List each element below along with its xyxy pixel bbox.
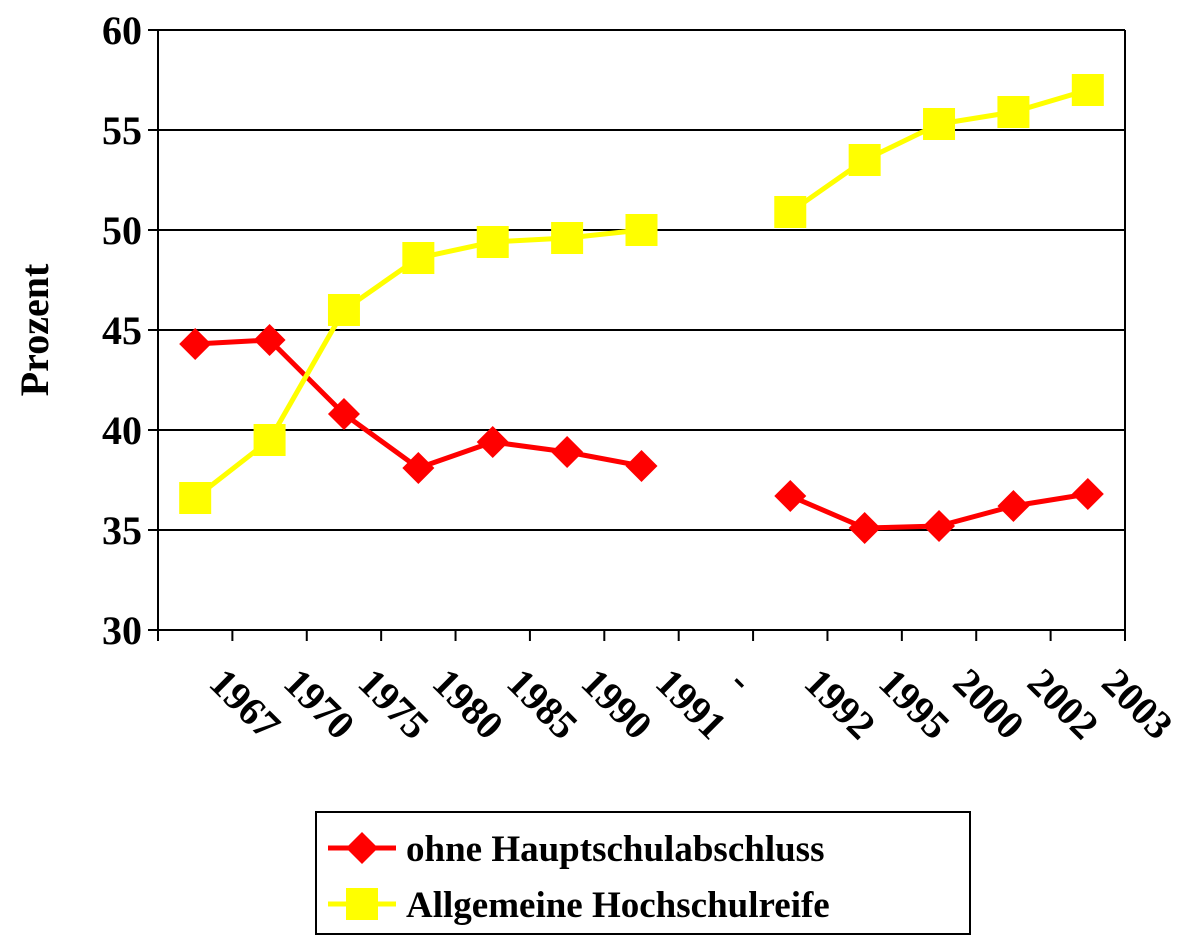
axes — [148, 29, 1126, 641]
x-tick-label: 1980 — [424, 660, 512, 748]
data-point-diamond — [923, 510, 956, 542]
data-point-diamond — [179, 328, 212, 360]
x-tick-label: 2000 — [945, 660, 1033, 748]
y-axis-title: Prozent — [12, 263, 57, 396]
data-point-square — [327, 294, 360, 326]
legend-label: ohne Hauptschulabschluss — [406, 829, 824, 870]
data-point-square — [179, 482, 212, 514]
series-lines — [179, 74, 1104, 544]
x-tick-label: 1967 — [201, 660, 289, 748]
series-group — [179, 324, 1104, 544]
legend-box — [315, 811, 971, 935]
y-tick-label: 55 — [102, 108, 142, 153]
x-tick-label: 1992 — [796, 660, 884, 748]
y-tick-label: 35 — [102, 508, 142, 553]
data-point-square — [997, 96, 1030, 128]
data-point-square — [476, 226, 509, 258]
y-tick-label: 45 — [102, 308, 142, 353]
data-point-square — [848, 144, 881, 176]
data-point-square — [1071, 74, 1104, 106]
x-tick-label: 2002 — [1019, 660, 1107, 748]
y-tick-label: 40 — [102, 408, 142, 453]
data-point-diamond — [551, 436, 584, 468]
legend-marker — [346, 888, 378, 920]
gridlines — [158, 29, 1125, 531]
x-tick-label: 1991 — [647, 660, 735, 748]
data-point-diamond — [253, 324, 286, 356]
data-point-square — [551, 222, 584, 254]
y-tick-label: 50 — [102, 208, 142, 253]
data-point-diamond — [997, 490, 1030, 522]
y-tick-label: 30 — [102, 608, 142, 653]
series-group — [179, 74, 1104, 514]
legend: ohne Hauptschulabschluss Allgemeine Hochs… — [315, 811, 971, 935]
data-point-diamond — [774, 480, 807, 512]
data-point-diamond — [327, 398, 360, 430]
data-point-square — [253, 424, 286, 456]
x-tick-label: 1985 — [498, 660, 586, 748]
legend-label: Allgemeine Hochschulreife — [406, 885, 830, 926]
data-point-square — [774, 196, 807, 228]
data-point-square — [625, 214, 658, 246]
x-tick-label: 1990 — [573, 660, 661, 748]
x-tick-label: - — [722, 660, 763, 701]
legend-marker — [346, 832, 378, 864]
x-tick-label: 1975 — [350, 660, 438, 748]
data-point-diamond — [1071, 478, 1104, 510]
data-point-square — [923, 108, 956, 140]
x-tick-label: 2003 — [1093, 660, 1181, 748]
x-tick-label: 1970 — [275, 660, 363, 748]
y-tick-label: 60 — [102, 8, 142, 53]
data-point-diamond — [476, 426, 509, 458]
data-point-diamond — [848, 512, 881, 544]
x-tick-label: 1995 — [870, 660, 958, 748]
data-point-diamond — [402, 452, 435, 484]
data-point-square — [402, 242, 435, 274]
data-point-diamond — [625, 450, 658, 482]
